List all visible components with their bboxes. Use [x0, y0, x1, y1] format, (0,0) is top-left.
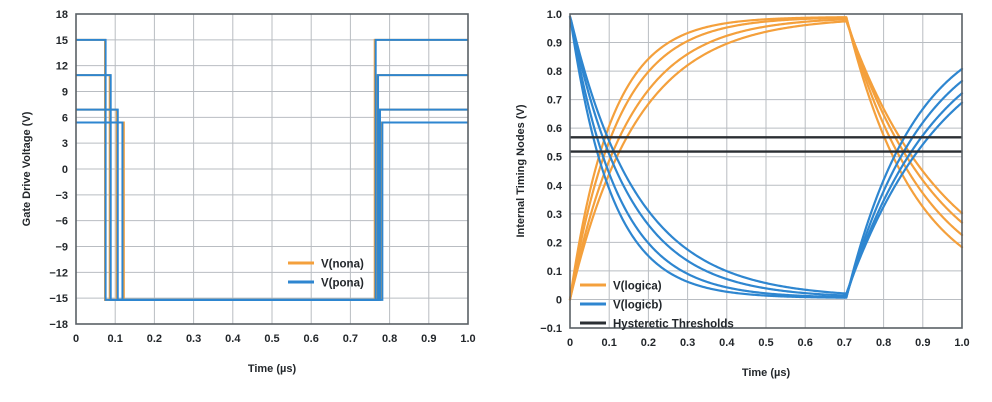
y-tick-label: −18	[49, 319, 68, 331]
y-axis-label: Gate Drive Voltage (V)	[21, 111, 33, 226]
x-tick-label: 0	[73, 333, 79, 345]
legend-label: V(logica)	[613, 281, 662, 293]
y-tick-label: −9	[55, 242, 68, 254]
series-line	[76, 121, 468, 301]
chart-panel-gate-drive-voltage: 0 0.1 0.2 0.3 0.4 0.5 0.6 0.7 0.8 0.9 1.0 −18 −15 −12…	[21, 9, 476, 375]
internal-timing-nodes-plot: 0 0.1 0.2 0.3 0.4 0.5 0.6 0.7 0.8 0.9 1.0−0.100.10…	[515, 9, 970, 379]
y-axis-tick-labels: −0.1 0 0.1 0.2 0.3 0.4 0.5 0.6 0.7 0.8 0.9 1.0	[540, 9, 563, 335]
y-tick-label: 3	[62, 138, 68, 150]
chart-panel-internal-timing-nodes: 0 0.1 0.2 0.3 0.4 0.5 0.6 0.7 0.8 0.9 1.0 −0.1 0 0.1 0…	[496, 0, 992, 402]
x-tick-label: 0.2	[147, 333, 162, 345]
y-tick-label: 18	[56, 9, 68, 21]
y-tick-label: 0.9	[547, 38, 562, 50]
y-tick-label: 0.7	[547, 95, 562, 107]
y-tick-label: 0.6	[547, 123, 562, 135]
y-tick-label: 15	[56, 35, 68, 47]
series-line	[568, 16, 964, 301]
data-series-group	[76, 38, 468, 301]
series-line	[568, 15, 964, 297]
x-tick-label: 0.9	[421, 333, 436, 345]
series-line	[568, 18, 964, 301]
y-tick-label: 0.1	[547, 266, 562, 278]
y-tick-label: 0.5	[547, 152, 562, 164]
x-tick-label: 1.0	[954, 337, 969, 349]
y-tick-label: 0.8	[547, 66, 562, 78]
x-tick-label: 1.0	[460, 333, 475, 345]
x-tick-label: 0.1	[108, 333, 123, 345]
y-tick-label: 9	[62, 87, 68, 99]
x-tick-label: 0.1	[602, 337, 617, 349]
series-line	[568, 15, 964, 295]
x-tick-label: 0.7	[343, 333, 358, 345]
y-axis-label: Internal Timing Nodes (V)	[515, 104, 527, 237]
legend-label: V(pona)	[321, 278, 364, 290]
y-tick-label: 0	[556, 294, 562, 306]
y-tick-label: −12	[49, 267, 68, 279]
y-tick-label: −6	[55, 216, 68, 228]
gate-drive-voltage-plot: 0 0.1 0.2 0.3 0.4 0.5 0.6 0.7 0.8 0.9 1.0 −18 −15 −12…	[21, 9, 476, 375]
y-tick-label: −3	[55, 190, 68, 202]
y-tick-label: 0	[62, 164, 68, 176]
x-tick-label: 0.4	[719, 337, 735, 349]
y-tick-label: 1.0	[547, 9, 562, 21]
x-tick-label: 0.3	[680, 337, 695, 349]
y-tick-label: 0.3	[547, 209, 562, 221]
x-tick-label: 0.9	[915, 337, 930, 349]
y-tick-label: 0.4	[547, 180, 563, 192]
x-axis-tick-labels: 0 0.1 0.2 0.3 0.4 0.5 0.6 0.7 0.8 0.9 1.0	[567, 337, 970, 349]
x-tick-label: 0.2	[641, 337, 656, 349]
x-axis-label: Time (µs)	[742, 367, 791, 379]
x-tick-label: 0.6	[304, 333, 319, 345]
x-tick-label: 0.5	[264, 333, 279, 345]
data-series-group	[568, 15, 964, 301]
x-tick-label: 0	[567, 337, 573, 349]
y-tick-label: 0.2	[547, 237, 562, 249]
y-tick-label: 6	[62, 112, 68, 124]
y-tick-label: −15	[49, 293, 68, 305]
x-tick-label: 0.4	[225, 333, 241, 345]
x-axis-tick-labels: 0 0.1 0.2 0.3 0.4 0.5 0.6 0.7 0.8 0.9 1.0	[73, 333, 476, 345]
x-tick-label: 0.7	[837, 337, 852, 349]
y-tick-label: 12	[56, 61, 68, 73]
x-tick-label: 0.5	[758, 337, 773, 349]
x-tick-label: 0.3	[186, 333, 201, 345]
legend-label: V(logicb)	[613, 300, 662, 312]
y-axis-tick-labels: −18 −15 −12 −9 −6 −3 0 3 6 9 12 15 18	[49, 9, 68, 331]
legend-label: Hysteretic Thresholds	[613, 319, 734, 331]
series-line	[568, 20, 964, 301]
plot-frame	[569, 13, 963, 329]
legend-label: V(nona)	[321, 259, 364, 271]
grid-lines	[75, 13, 469, 325]
x-tick-label: 0.8	[382, 333, 397, 345]
y-tick-label: −0.1	[540, 323, 562, 335]
x-tick-label: 0.8	[876, 337, 891, 349]
chart-legend: V(nona) V(pona)	[288, 259, 364, 290]
plot-frame	[75, 13, 469, 325]
chart-legend: V(logica) V(logicb) Hysteretic Thresholds	[580, 281, 734, 331]
hysteretic-threshold-lines	[570, 136, 962, 153]
series-line	[568, 15, 964, 299]
x-axis-label: Time (µs)	[248, 363, 297, 375]
x-tick-label: 0.6	[798, 337, 813, 349]
